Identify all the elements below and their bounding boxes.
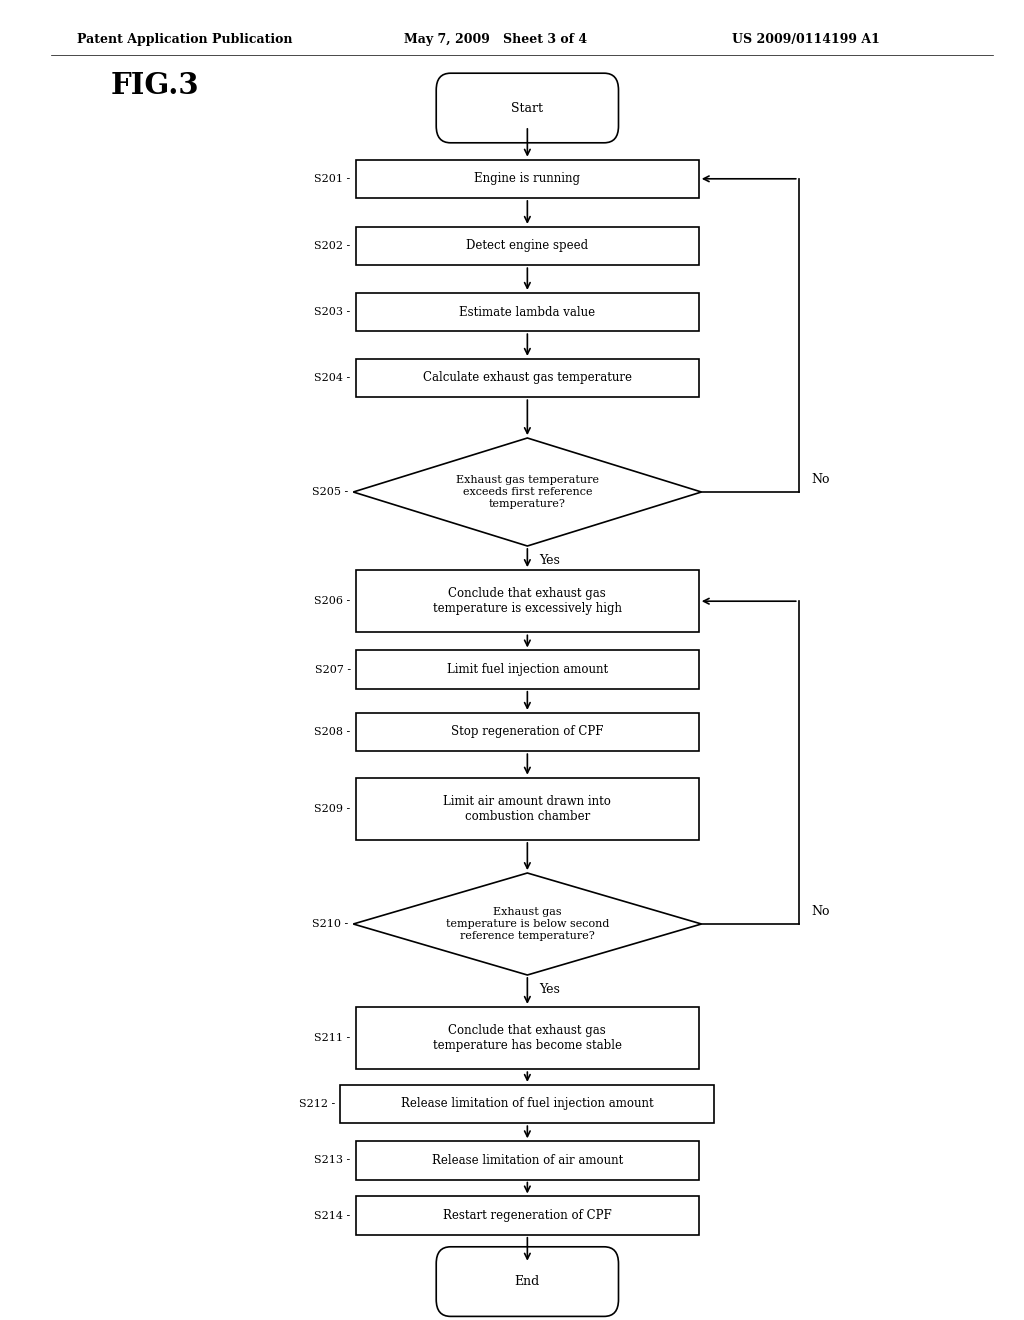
Bar <box>356 651 699 689</box>
Text: No: No <box>811 473 829 486</box>
Text: Release limitation of fuel injection amount: Release limitation of fuel injection amo… <box>401 1097 653 1110</box>
Polygon shape <box>353 438 701 546</box>
Text: Exhaust gas
temperature is below second
reference temperature?: Exhaust gas temperature is below second … <box>445 907 609 941</box>
Bar <box>356 777 699 840</box>
Polygon shape <box>353 873 701 975</box>
Text: End: End <box>515 1275 540 1288</box>
Bar <box>356 227 699 265</box>
Text: S207 -: S207 - <box>314 664 350 675</box>
Text: S206 -: S206 - <box>314 597 350 606</box>
Text: Detect engine speed: Detect engine speed <box>466 239 589 252</box>
Text: S204 -: S204 - <box>314 374 350 383</box>
Text: May 7, 2009   Sheet 3 of 4: May 7, 2009 Sheet 3 of 4 <box>404 33 588 46</box>
Text: S213 -: S213 - <box>314 1155 350 1166</box>
Text: FIG.3: FIG.3 <box>111 71 200 100</box>
Text: Stop regeneration of CPF: Stop regeneration of CPF <box>452 726 603 738</box>
Text: Estimate lambda value: Estimate lambda value <box>460 305 595 318</box>
FancyBboxPatch shape <box>436 1247 618 1316</box>
Text: Calculate exhaust gas temperature: Calculate exhaust gas temperature <box>423 371 632 384</box>
Text: Restart regeneration of CPF: Restart regeneration of CPF <box>443 1209 611 1222</box>
Text: S210 -: S210 - <box>312 919 348 929</box>
Text: S211 -: S211 - <box>314 1034 350 1043</box>
Text: Conclude that exhaust gas
temperature is excessively high: Conclude that exhaust gas temperature is… <box>433 587 622 615</box>
Bar <box>356 1007 699 1069</box>
Text: Yes: Yes <box>540 554 560 568</box>
Text: S202 -: S202 - <box>314 242 350 251</box>
Bar <box>356 1196 699 1234</box>
Bar <box>356 359 699 397</box>
Bar <box>356 293 699 331</box>
Text: S208 -: S208 - <box>314 727 350 737</box>
Text: S201 -: S201 - <box>314 174 350 183</box>
Bar <box>356 713 699 751</box>
Text: Yes: Yes <box>540 983 560 997</box>
Text: US 2009/0114199 A1: US 2009/0114199 A1 <box>732 33 880 46</box>
FancyBboxPatch shape <box>436 73 618 143</box>
Text: Limit air amount drawn into
combustion chamber: Limit air amount drawn into combustion c… <box>443 795 611 822</box>
Text: No: No <box>811 906 829 917</box>
Text: S203 -: S203 - <box>314 308 350 317</box>
Text: Limit fuel injection amount: Limit fuel injection amount <box>446 663 608 676</box>
Bar <box>356 570 699 632</box>
Text: Start: Start <box>511 102 544 115</box>
Text: Engine is running: Engine is running <box>474 173 581 185</box>
Bar <box>340 1085 715 1123</box>
Text: S214 -: S214 - <box>314 1210 350 1221</box>
Text: Patent Application Publication: Patent Application Publication <box>77 33 292 46</box>
Bar <box>356 1142 699 1180</box>
Text: Release limitation of air amount: Release limitation of air amount <box>432 1154 623 1167</box>
Text: Exhaust gas temperature
exceeds first reference
temperature?: Exhaust gas temperature exceeds first re… <box>456 475 599 508</box>
Text: S212 -: S212 - <box>299 1100 336 1109</box>
Text: S209 -: S209 - <box>314 804 350 814</box>
Bar <box>356 160 699 198</box>
Text: S205 -: S205 - <box>312 487 348 498</box>
Text: Conclude that exhaust gas
temperature has become stable: Conclude that exhaust gas temperature ha… <box>433 1024 622 1052</box>
